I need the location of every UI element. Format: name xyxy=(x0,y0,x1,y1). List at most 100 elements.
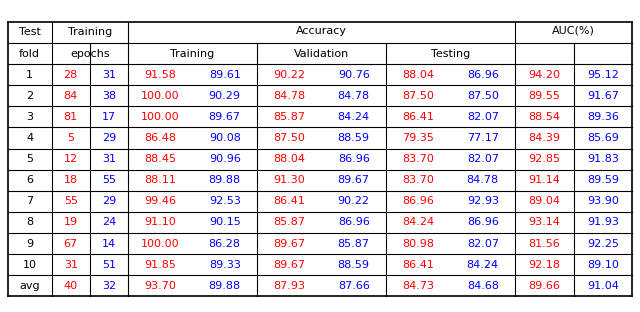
Text: 92.53: 92.53 xyxy=(209,196,241,206)
Text: 92.85: 92.85 xyxy=(529,154,561,164)
Text: 1: 1 xyxy=(26,70,33,80)
Text: 86.96: 86.96 xyxy=(403,196,434,206)
Text: 84.78: 84.78 xyxy=(273,91,305,101)
Text: 6: 6 xyxy=(26,175,33,185)
Text: 5: 5 xyxy=(67,133,74,143)
Text: 82.07: 82.07 xyxy=(467,154,499,164)
Text: 91.85: 91.85 xyxy=(144,260,176,270)
Text: 93.70: 93.70 xyxy=(144,281,176,291)
Text: 51: 51 xyxy=(102,260,116,270)
Text: 17: 17 xyxy=(102,112,116,122)
Text: 89.66: 89.66 xyxy=(529,281,560,291)
Text: 24: 24 xyxy=(102,217,116,227)
Text: 89.88: 89.88 xyxy=(209,281,241,291)
Text: 29: 29 xyxy=(102,133,116,143)
Text: 80.98: 80.98 xyxy=(403,239,435,249)
Text: 84.24: 84.24 xyxy=(338,112,370,122)
Text: 9: 9 xyxy=(26,239,33,249)
Text: 85.87: 85.87 xyxy=(338,239,370,249)
Text: 91.10: 91.10 xyxy=(144,217,176,227)
Text: 89.67: 89.67 xyxy=(209,112,241,122)
Text: 94.20: 94.20 xyxy=(529,70,561,80)
Text: 86.41: 86.41 xyxy=(403,112,434,122)
Text: 67: 67 xyxy=(63,239,78,249)
Text: 93.90: 93.90 xyxy=(587,196,619,206)
Text: 89.10: 89.10 xyxy=(587,260,619,270)
Text: 87.93: 87.93 xyxy=(273,281,305,291)
Text: 14: 14 xyxy=(102,239,116,249)
Text: 91.30: 91.30 xyxy=(273,175,305,185)
Text: 84.78: 84.78 xyxy=(338,91,370,101)
Text: 5: 5 xyxy=(26,154,33,164)
Text: 7: 7 xyxy=(26,196,33,206)
Text: 81.56: 81.56 xyxy=(529,239,560,249)
Text: 86.41: 86.41 xyxy=(403,260,434,270)
Text: 100.00: 100.00 xyxy=(141,91,179,101)
Text: 88.45: 88.45 xyxy=(144,154,176,164)
Text: 86.41: 86.41 xyxy=(273,196,305,206)
Text: 91.58: 91.58 xyxy=(144,70,176,80)
Text: 83.70: 83.70 xyxy=(403,154,434,164)
Text: 29: 29 xyxy=(102,196,116,206)
Text: 100.00: 100.00 xyxy=(141,112,179,122)
Text: epochs: epochs xyxy=(70,49,109,59)
Text: Testing: Testing xyxy=(431,49,470,59)
Text: 89.67: 89.67 xyxy=(273,260,305,270)
Text: Validation: Validation xyxy=(294,49,349,59)
Text: 90.29: 90.29 xyxy=(209,91,241,101)
Text: 31: 31 xyxy=(102,154,116,164)
Text: 85.87: 85.87 xyxy=(273,217,305,227)
Text: 91.93: 91.93 xyxy=(587,217,619,227)
Text: 92.25: 92.25 xyxy=(587,239,619,249)
Text: 87.50: 87.50 xyxy=(273,133,305,143)
Text: 86.96: 86.96 xyxy=(467,70,499,80)
Text: 89.04: 89.04 xyxy=(529,196,561,206)
Text: 100.00: 100.00 xyxy=(141,239,179,249)
Text: 28: 28 xyxy=(63,70,78,80)
Text: 84.73: 84.73 xyxy=(403,281,435,291)
Text: 40: 40 xyxy=(63,281,78,291)
Text: 93.14: 93.14 xyxy=(529,217,560,227)
Text: 86.96: 86.96 xyxy=(338,154,370,164)
Text: 82.07: 82.07 xyxy=(467,112,499,122)
Text: 31: 31 xyxy=(64,260,77,270)
Text: 90.76: 90.76 xyxy=(338,70,370,80)
Text: 91.04: 91.04 xyxy=(587,281,619,291)
Text: 18: 18 xyxy=(63,175,78,185)
Text: fold: fold xyxy=(19,49,40,59)
Text: 85.69: 85.69 xyxy=(587,133,619,143)
Text: 79.35: 79.35 xyxy=(403,133,434,143)
Text: 19: 19 xyxy=(63,217,78,227)
Text: 55: 55 xyxy=(64,196,77,206)
Text: 89.67: 89.67 xyxy=(273,239,305,249)
Text: 84.24: 84.24 xyxy=(467,260,499,270)
Text: 91.14: 91.14 xyxy=(529,175,560,185)
Text: 87.66: 87.66 xyxy=(338,281,370,291)
Text: 84.78: 84.78 xyxy=(467,175,499,185)
Text: 88.59: 88.59 xyxy=(338,133,370,143)
Text: 85.87: 85.87 xyxy=(273,112,305,122)
Text: 38: 38 xyxy=(102,91,116,101)
Text: 3: 3 xyxy=(26,112,33,122)
Text: 82.07: 82.07 xyxy=(467,239,499,249)
Text: 84.68: 84.68 xyxy=(467,281,499,291)
Text: Accuracy: Accuracy xyxy=(296,26,347,36)
Text: 32: 32 xyxy=(102,281,116,291)
Text: 88.54: 88.54 xyxy=(529,112,561,122)
Text: 90.22: 90.22 xyxy=(338,196,370,206)
Text: 81: 81 xyxy=(63,112,78,122)
Text: 91.83: 91.83 xyxy=(587,154,619,164)
Text: 88.59: 88.59 xyxy=(338,260,370,270)
Text: AUC(%): AUC(%) xyxy=(552,26,595,36)
Text: 89.88: 89.88 xyxy=(209,175,241,185)
Text: 89.59: 89.59 xyxy=(587,175,619,185)
Text: 12: 12 xyxy=(63,154,78,164)
Text: avg: avg xyxy=(19,281,40,291)
Text: 89.67: 89.67 xyxy=(338,175,370,185)
Text: 10: 10 xyxy=(22,260,36,270)
Text: 86.28: 86.28 xyxy=(209,239,241,249)
Text: 4: 4 xyxy=(26,133,33,143)
Text: 87.50: 87.50 xyxy=(403,91,434,101)
Text: 95.12: 95.12 xyxy=(587,70,619,80)
Text: 90.96: 90.96 xyxy=(209,154,241,164)
